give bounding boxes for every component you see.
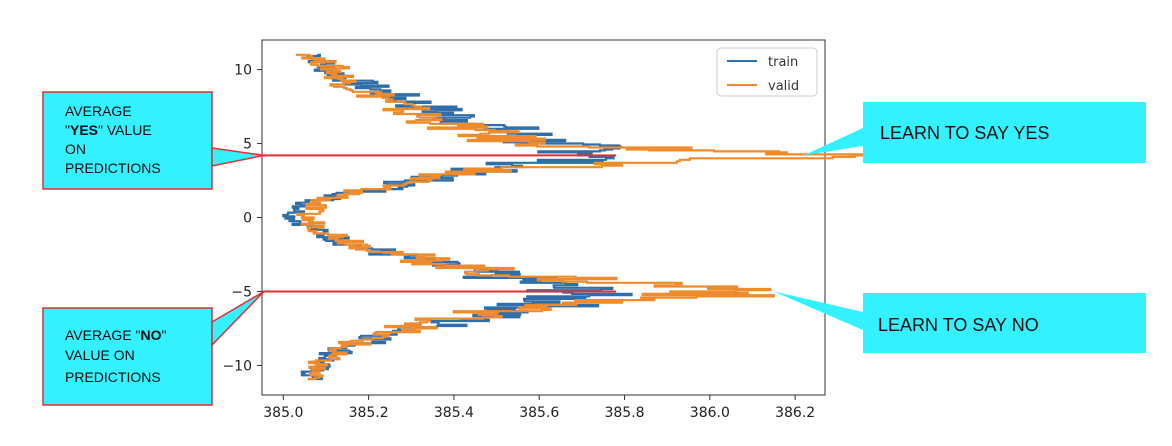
no-average-line-2: VALUE ON <box>65 347 135 363</box>
series-valid-line <box>296 53 903 381</box>
legend-valid-label: valid <box>768 79 799 94</box>
no-average-box <box>42 307 213 406</box>
learn-no-box <box>863 293 1146 353</box>
legend: train valid <box>716 47 818 97</box>
yes-average-box <box>42 91 213 190</box>
no-bold-word: NO <box>141 327 162 343</box>
yes-bold-word: YES <box>70 122 98 138</box>
yes-average-line-4: PREDICTIONS <box>65 160 161 176</box>
plot-frame <box>261 39 826 396</box>
x-tick-label: 385.0 <box>263 405 303 421</box>
yes-average-line-2: "YES" VALUE <box>65 122 152 138</box>
no-average-callout: AVERAGE "NO" VALUE ON PREDICTIONS <box>42 307 213 406</box>
series-valid <box>296 53 903 381</box>
x-tick-label: 385.6 <box>519 405 559 421</box>
x-tick-label: 386.0 <box>690 405 730 421</box>
learn-no-callout: LEARN TO SAY NO <box>773 291 1146 353</box>
yes-callout-pointer <box>803 128 863 156</box>
no-average-line-3: PREDICTIONS <box>65 369 161 385</box>
yes-average-line-1: AVERAGE <box>65 103 132 119</box>
no-left-pointer <box>211 290 265 347</box>
x-tick-label: 385.4 <box>434 405 474 421</box>
yes-average-line-3: ON <box>65 141 86 157</box>
no-callout-pointer <box>773 291 863 330</box>
x-axis-ticks: 385.0 385.2 385.4 385.6 385.8 386.0 386.2 <box>263 395 815 421</box>
learn-yes-label: LEARN TO SAY YES <box>880 123 1049 143</box>
y-tick-label: 0 <box>243 211 252 227</box>
plot-area: 385.0 385.2 385.4 385.6 385.8 386.0 386.2 10 5 0… <box>222 39 903 421</box>
y-tick-label: −5 <box>231 284 252 300</box>
x-tick-label: 385.8 <box>604 405 644 421</box>
y-tick-label: −10 <box>222 358 252 374</box>
yes-left-pointer <box>211 147 265 167</box>
y-tick-label: 10 <box>234 63 252 79</box>
yes-average-callout: AVERAGE "YES" VALUE ON PREDICTIONS <box>42 91 213 190</box>
learn-no-label: LEARN TO SAY NO <box>878 315 1039 335</box>
series-layer <box>282 53 903 381</box>
annotation-lines <box>262 154 617 293</box>
x-tick-label: 386.2 <box>775 405 815 421</box>
no-average-line-1: AVERAGE "NO" <box>65 327 167 343</box>
y-axis-ticks: 10 5 0 −5 −10 <box>222 63 262 374</box>
legend-box <box>716 47 818 97</box>
learn-yes-box <box>863 102 1146 163</box>
legend-train-label: train <box>768 55 798 70</box>
y-tick-label: 5 <box>243 137 252 153</box>
learn-yes-callout: LEARN TO SAY YES <box>803 102 1146 163</box>
x-tick-label: 385.2 <box>349 405 389 421</box>
